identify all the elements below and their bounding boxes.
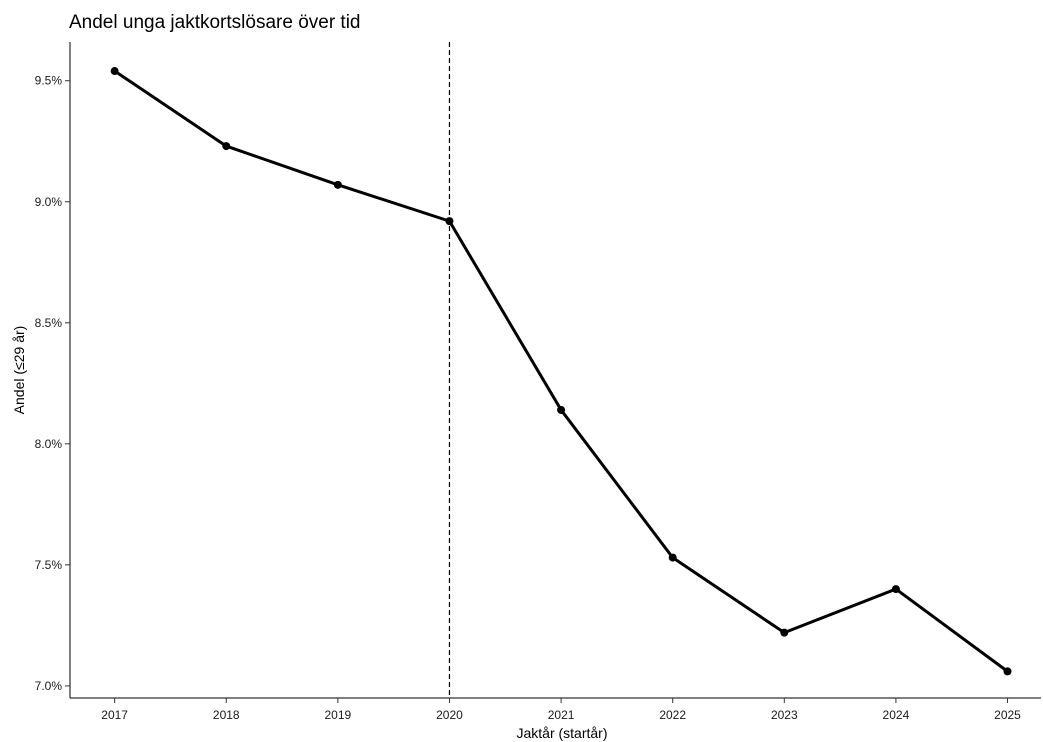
- y-tick-label: 9.0%: [35, 195, 63, 209]
- x-tick-label: 2023: [771, 708, 798, 722]
- data-point-2023: [780, 628, 789, 637]
- y-ticks: 7.0% 7.5% 8.0% 8.5% 9.0% 9.5%: [35, 74, 70, 693]
- plot-area: 2017 2018 2019 2020 2021 2022 2023 2024 2025 7.0…: [35, 42, 1041, 722]
- y-tick-label: 8.5%: [35, 316, 63, 330]
- x-tick-label: 2021: [548, 708, 575, 722]
- y-tick-label: 7.5%: [35, 558, 63, 572]
- data-point-2018: [222, 142, 231, 151]
- data-point-2025: [1003, 667, 1012, 676]
- x-tick-label: 2025: [994, 708, 1021, 722]
- data-point-2019: [333, 180, 342, 189]
- data-point-2022: [668, 553, 677, 562]
- x-tick-label: 2019: [325, 708, 352, 722]
- data-point-2020: [445, 217, 454, 226]
- x-tick-label: 2017: [101, 708, 128, 722]
- x-tick-label: 2024: [883, 708, 910, 722]
- y-tick-label: 8.0%: [35, 437, 63, 451]
- y-tick-label: 7.0%: [35, 679, 63, 693]
- x-axis-label: Jaktår (startår): [516, 725, 607, 741]
- data-point-2017: [110, 67, 119, 76]
- y-axis-label: Andel (≤29 år): [11, 326, 27, 415]
- x-tick-label: 2018: [213, 708, 240, 722]
- x-tick-label: 2020: [436, 708, 463, 722]
- data-point-2021: [557, 405, 566, 414]
- data-point-2024: [891, 585, 900, 594]
- series-line: [113, 69, 1009, 673]
- chart-title: Andel unga jaktkortslösare över tid: [69, 12, 361, 33]
- x-ticks: 2017 2018 2019 2020 2021 2022 2023 2024 2025: [101, 698, 1021, 722]
- x-tick-label: 2022: [659, 708, 686, 722]
- series-layer: [110, 67, 1012, 676]
- y-tick-label: 9.5%: [35, 74, 63, 88]
